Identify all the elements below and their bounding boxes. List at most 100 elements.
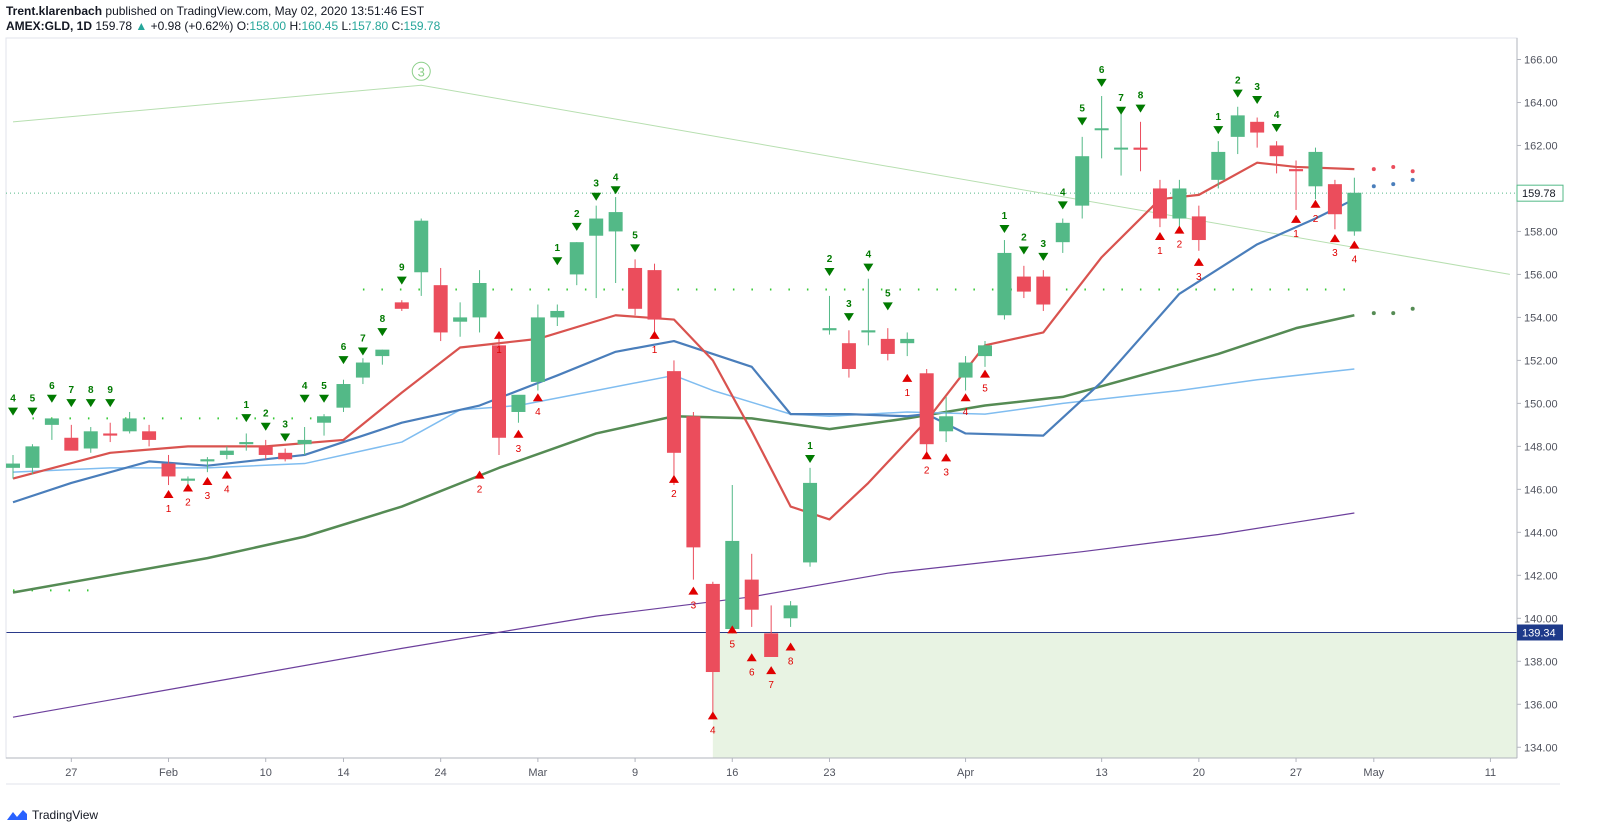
x-tick-label: Mar	[528, 767, 547, 779]
candle-body	[1172, 188, 1187, 219]
projection-dot	[1371, 184, 1376, 189]
candle-body	[1152, 188, 1167, 219]
candle-body	[1016, 276, 1031, 292]
y-tick-label: 150.00	[1524, 398, 1558, 410]
sell-setup-count: 3	[593, 179, 599, 190]
author-name[interactable]: Trent.klarenbach	[6, 4, 103, 18]
sell-setup-arrow	[357, 347, 368, 356]
buy-setup-count: 3	[1196, 272, 1202, 283]
ema-lightblue-line	[12, 368, 1355, 473]
sell-setup-count: 6	[341, 342, 347, 353]
up-arrow-icon: ▲	[135, 19, 148, 33]
buy-setup-arrow	[766, 666, 777, 675]
candle-up	[1094, 96, 1109, 159]
candle-down	[258, 439, 273, 460]
candle-body	[764, 633, 779, 657]
y-tick-label: 154.00	[1524, 312, 1558, 324]
sell-setup-count: 4	[1274, 110, 1280, 121]
sell-setup-arrow	[863, 263, 874, 272]
sell-setup-count: 2	[827, 254, 833, 265]
buy-setup-arrow	[474, 470, 485, 479]
symbol-label[interactable]: AMEX:GLD, 1D	[6, 19, 93, 33]
sell-setup-arrow	[280, 433, 291, 442]
candle-up	[900, 332, 915, 357]
sell-setup-arrow	[66, 399, 77, 408]
sell-setup-count: 6	[49, 381, 55, 392]
sell-setup-count: 3	[282, 419, 288, 430]
sell-setup-arrow	[1018, 246, 1029, 255]
tradingview-logo-icon	[7, 810, 27, 820]
candle-up	[239, 433, 254, 451]
x-tick-label: Apr	[957, 767, 974, 779]
sell-setup-arrow	[824, 267, 835, 276]
candle-down	[492, 338, 506, 455]
buy-setup-count: 6	[749, 667, 755, 678]
y-tick-label: 136.00	[1524, 699, 1558, 711]
candle-up	[803, 467, 818, 567]
candle-body	[453, 317, 468, 322]
candle-up	[1075, 136, 1090, 219]
candle-body	[628, 267, 643, 309]
x-tick-label: 24	[435, 767, 447, 779]
close-value: 159.78	[403, 19, 441, 33]
x-tick-label: 20	[1193, 767, 1205, 779]
buy-setup-count: 2	[185, 497, 191, 508]
candle-body	[180, 478, 195, 481]
sell-setup-arrow	[591, 192, 602, 201]
projection-dot	[1371, 311, 1376, 316]
high-label: H:	[289, 19, 302, 33]
sell-setup-count: 9	[107, 385, 113, 396]
buy-setup-count: 2	[924, 465, 930, 476]
y-tick-label: 140.00	[1524, 613, 1558, 625]
candle-body	[589, 218, 604, 236]
candle-down	[764, 605, 779, 657]
candle-up	[83, 427, 98, 453]
candle-down	[705, 581, 720, 716]
sell-setup-count: 3	[1254, 82, 1260, 93]
x-tick-label: 13	[1096, 767, 1108, 779]
candle-body	[783, 605, 798, 619]
candle-up	[1308, 147, 1323, 200]
candle-down	[64, 424, 79, 451]
buy-setup-count: 3	[691, 601, 697, 612]
change-value: +0.98 (+0.62%)	[150, 19, 234, 33]
sell-setup-count: 1	[1002, 211, 1008, 222]
support-zone	[712, 632, 1517, 758]
candle-body	[530, 317, 545, 382]
y-tick-label: 156.00	[1524, 269, 1558, 281]
candle-down	[433, 267, 448, 342]
candle-up	[608, 197, 623, 284]
candle-body	[666, 371, 681, 453]
candle-down	[103, 422, 118, 443]
buy-setup-count: 3	[205, 491, 211, 502]
candle-body	[472, 283, 487, 318]
sell-setup-arrow	[1135, 104, 1146, 113]
buy-setup-arrow	[1193, 257, 1204, 266]
sell-setup-arrow	[1271, 123, 1282, 132]
sell-setup-count: 2	[263, 409, 269, 420]
candle-body	[317, 416, 332, 423]
tradingview-logo[interactable]: TradingView	[6, 808, 98, 822]
buy-setup-arrow	[980, 369, 990, 378]
candle-up	[939, 396, 954, 443]
candle-body	[433, 285, 448, 333]
candle-body	[608, 212, 623, 232]
x-tick-label: Feb	[159, 767, 178, 779]
buy-setup-count: 1	[166, 504, 172, 515]
candle-body	[375, 349, 390, 357]
candle-up	[200, 457, 215, 473]
buy-setup-arrow	[960, 393, 971, 402]
candle-up	[414, 218, 429, 296]
published-text: published on TradingView.com, May 02, 20…	[105, 4, 425, 18]
candle-up	[336, 379, 351, 412]
candle-body	[25, 446, 40, 468]
candle-body	[161, 463, 176, 477]
candle-body	[861, 330, 876, 333]
last-price-label: 159.78	[1522, 188, 1556, 200]
sell-setup-count: 8	[88, 385, 94, 396]
low-label: L:	[341, 19, 352, 33]
candle-up	[1172, 179, 1187, 228]
y-tick-label: 144.00	[1524, 527, 1558, 539]
buy-setup-arrow	[221, 470, 232, 479]
